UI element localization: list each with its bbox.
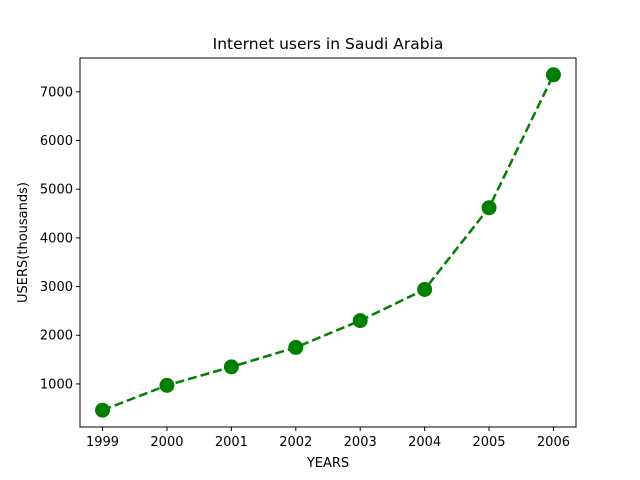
y-tick-label: 5000 [40,183,73,198]
x-tick-label: 1999 [86,435,119,450]
y-tick-label: 1000 [40,377,73,392]
data-point-marker [95,402,111,418]
x-tick-label: 2006 [537,435,570,450]
data-point-marker [417,281,433,297]
y-tick-label: 2000 [40,329,73,344]
x-tick-label: 2004 [408,435,441,450]
data-point-marker [352,313,368,329]
x-tick-label: 2005 [472,435,505,450]
series-line [102,74,555,412]
y-tick-label: 4000 [40,231,73,246]
x-tick-label: 2003 [344,435,377,450]
data-point-marker [159,377,175,393]
data-point-marker [545,67,561,83]
axes-frame [79,57,577,428]
data-point-marker [481,200,497,216]
y-tick-label: 3000 [40,280,73,295]
y-axis-label: USERS(thousands) [16,182,31,303]
chart-title: Internet users in Saudi Arabia [213,35,444,53]
x-tick-label: 2001 [215,435,248,450]
plot-area: 1999 2000 2001 2002 2003 2004 2005 2006 1000 2000… [40,67,570,450]
y-tick-label: 6000 [40,134,73,149]
data-point-marker [288,339,304,355]
x-tick-label: 2000 [150,435,183,450]
x-axis-label: YEARS [306,456,349,471]
data-point-marker [223,359,239,375]
y-tick-label: 7000 [40,85,73,100]
x-tick-label: 2002 [279,435,312,450]
